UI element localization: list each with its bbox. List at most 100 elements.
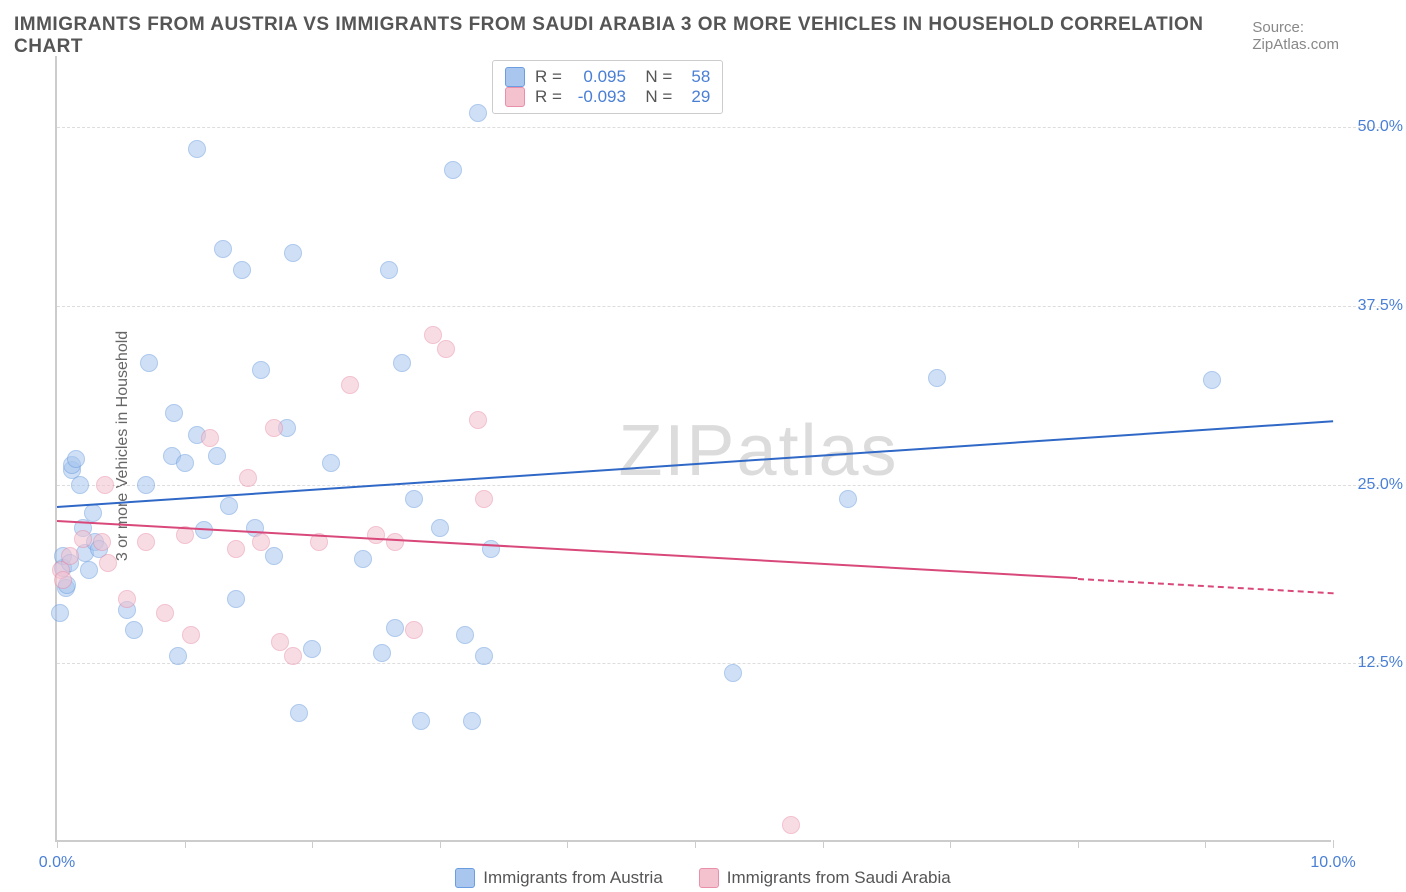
scatter-point bbox=[782, 816, 800, 834]
scatter-point bbox=[74, 530, 92, 548]
legend-label: Immigrants from Austria bbox=[483, 868, 663, 888]
scatter-point bbox=[341, 376, 359, 394]
stats-row: R =-0.093 N =29 bbox=[505, 87, 710, 107]
stat-n-value: 29 bbox=[682, 87, 710, 107]
scatter-point bbox=[393, 354, 411, 372]
scatter-point bbox=[227, 590, 245, 608]
x-tick bbox=[57, 840, 58, 848]
series-swatch bbox=[505, 67, 525, 87]
trendline-extrapolated bbox=[1078, 578, 1333, 594]
scatter-point bbox=[93, 533, 111, 551]
scatter-point bbox=[482, 540, 500, 558]
scatter-point bbox=[252, 361, 270, 379]
stat-n-label: N = bbox=[636, 67, 672, 87]
x-tick bbox=[1205, 840, 1206, 848]
scatter-point bbox=[239, 469, 257, 487]
y-tick-label: 37.5% bbox=[1343, 297, 1403, 315]
stats-row: R = 0.095 N = 58 bbox=[505, 67, 710, 87]
x-tick bbox=[440, 840, 441, 848]
legend-label: Immigrants from Saudi Arabia bbox=[727, 868, 951, 888]
stat-n-value: 58 bbox=[682, 67, 710, 87]
scatter-point bbox=[220, 497, 238, 515]
scatter-point bbox=[373, 644, 391, 662]
scatter-point bbox=[367, 526, 385, 544]
scatter-point bbox=[437, 340, 455, 358]
scatter-point bbox=[96, 476, 114, 494]
stat-r-value: 0.095 bbox=[572, 67, 626, 87]
scatter-point bbox=[284, 244, 302, 262]
scatter-point bbox=[99, 554, 117, 572]
scatter-point bbox=[405, 490, 423, 508]
gridline-h bbox=[57, 485, 1381, 486]
scatter-point bbox=[405, 621, 423, 639]
scatter-point bbox=[182, 626, 200, 644]
scatter-point bbox=[928, 369, 946, 387]
x-tick bbox=[1078, 840, 1079, 848]
x-tick bbox=[950, 840, 951, 848]
scatter-point bbox=[125, 621, 143, 639]
scatter-point bbox=[84, 504, 102, 522]
scatter-point bbox=[475, 647, 493, 665]
stats-box: R =0.095 N =58R =-0.093 N =29 bbox=[492, 60, 723, 114]
scatter-point bbox=[265, 419, 283, 437]
x-tick bbox=[695, 840, 696, 848]
scatter-point bbox=[169, 647, 187, 665]
scatter-point bbox=[227, 540, 245, 558]
scatter-point bbox=[71, 476, 89, 494]
scatter-point bbox=[284, 647, 302, 665]
scatter-point bbox=[137, 476, 155, 494]
stat-n-label: N = bbox=[636, 87, 672, 107]
scatter-point bbox=[456, 626, 474, 644]
scatter-point bbox=[386, 533, 404, 551]
scatter-point bbox=[380, 261, 398, 279]
scatter-point bbox=[67, 450, 85, 468]
x-tick bbox=[1333, 840, 1334, 848]
scatter-point bbox=[431, 519, 449, 537]
scatter-point bbox=[80, 561, 98, 579]
scatter-point bbox=[165, 404, 183, 422]
x-tick bbox=[312, 840, 313, 848]
scatter-point bbox=[475, 490, 493, 508]
scatter-point bbox=[208, 447, 226, 465]
scatter-point bbox=[463, 712, 481, 730]
stat-r-label: R = bbox=[535, 87, 562, 107]
gridline-h bbox=[57, 306, 1381, 307]
scatter-point bbox=[214, 240, 232, 258]
legend-item: Immigrants from Austria bbox=[455, 868, 663, 888]
trendline bbox=[57, 420, 1333, 508]
scatter-point bbox=[137, 533, 155, 551]
legend: Immigrants from Austria Immigrants from S… bbox=[0, 868, 1406, 888]
y-tick-label: 12.5% bbox=[1343, 654, 1403, 672]
scatter-point bbox=[469, 411, 487, 429]
gridline-h bbox=[57, 127, 1381, 128]
scatter-point bbox=[839, 490, 857, 508]
x-tick bbox=[567, 840, 568, 848]
legend-item: Immigrants from Saudi Arabia bbox=[699, 868, 951, 888]
scatter-plot-area: ZIPatlas 12.5%25.0%37.5%50.0%0.0%10.0%R … bbox=[55, 56, 1331, 842]
x-tick bbox=[185, 840, 186, 848]
y-tick-label: 25.0% bbox=[1343, 476, 1403, 494]
header-row: IMMIGRANTS FROM AUSTRIA VS IMMIGRANTS FR… bbox=[14, 14, 1392, 58]
scatter-point bbox=[290, 704, 308, 722]
scatter-point bbox=[252, 533, 270, 551]
y-tick-label: 50.0% bbox=[1343, 118, 1403, 136]
chart-title: IMMIGRANTS FROM AUSTRIA VS IMMIGRANTS FR… bbox=[14, 14, 1252, 58]
scatter-point bbox=[140, 354, 158, 372]
scatter-point bbox=[61, 547, 79, 565]
scatter-point bbox=[724, 664, 742, 682]
scatter-point bbox=[51, 604, 69, 622]
scatter-point bbox=[386, 619, 404, 637]
scatter-point bbox=[412, 712, 430, 730]
source-attribution: Source: ZipAtlas.com bbox=[1252, 19, 1392, 53]
stat-r-label: R = bbox=[535, 67, 562, 87]
x-tick bbox=[823, 840, 824, 848]
scatter-point bbox=[1203, 371, 1221, 389]
scatter-point bbox=[118, 590, 136, 608]
scatter-point bbox=[303, 640, 321, 658]
legend-swatch bbox=[699, 868, 719, 888]
scatter-point bbox=[188, 140, 206, 158]
scatter-point bbox=[54, 571, 72, 589]
scatter-point bbox=[201, 429, 219, 447]
legend-swatch bbox=[455, 868, 475, 888]
gridline-h bbox=[57, 663, 1381, 664]
